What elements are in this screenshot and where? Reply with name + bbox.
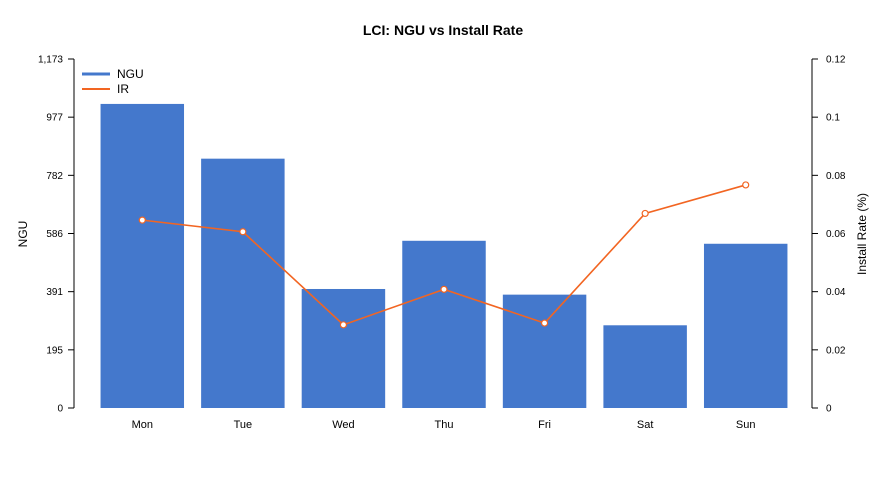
left-tick-label: 586 — [46, 229, 63, 240]
ir-point-sat — [641, 209, 649, 218]
left-tick-label: 391 — [46, 287, 63, 298]
bar-sun — [703, 243, 788, 408]
left-tick-label: 782 — [46, 171, 63, 182]
right-tick-label: 0.12 — [826, 55, 846, 66]
y2-axis-label: Install Rate (%) — [855, 193, 869, 275]
legend: NGU IR — [82, 67, 144, 96]
right-tick-label: 0.1 — [826, 113, 840, 124]
bar-mon — [100, 103, 185, 408]
legend-label-ir: IR — [117, 82, 129, 96]
x-tick-label: Sat — [637, 419, 654, 431]
x-tick-label: Tue — [234, 419, 253, 431]
y-axis-label: NGU — [16, 221, 30, 248]
x-tick-label: Mon — [132, 419, 153, 431]
right-tick-label: 0.02 — [826, 345, 846, 356]
bar-wed — [301, 288, 386, 408]
right-tick-label: 0.04 — [826, 287, 846, 298]
ir-point-fri — [540, 319, 549, 327]
x-tick-label: Fri — [538, 419, 551, 431]
ir-point-wed — [339, 321, 348, 329]
chart-title: LCI: NGU vs Install Rate — [363, 22, 523, 38]
left-tick-label: 977 — [46, 113, 63, 124]
left-tick-label: 1,173 — [38, 55, 63, 66]
left-tick-label: 195 — [46, 345, 63, 356]
ir-point-thu — [440, 285, 448, 293]
x-tick-label: Wed — [332, 419, 354, 431]
bars-layer — [100, 103, 788, 408]
ir-point-sun — [742, 181, 750, 189]
bar-sat — [603, 325, 687, 408]
x-tick-label: Thu — [435, 419, 454, 431]
right-axis: 0 0.02 0.04 0.06 0.08 0.1 0.12 — [811, 55, 846, 415]
x-axis: Mon Tue Wed Thu Fri Sat Sun — [132, 419, 756, 431]
right-tick-label: 0.08 — [826, 171, 846, 182]
left-axis: 0 195 391 586 782 977 1,173 — [38, 55, 75, 415]
bar-thu — [402, 240, 486, 408]
ir-point-mon — [138, 216, 146, 224]
x-tick-label: Sun — [736, 419, 756, 431]
bar-fri — [502, 294, 587, 408]
legend-label-ngu: NGU — [117, 67, 144, 81]
right-tick-label: 0.06 — [826, 229, 846, 240]
line-layer — [138, 181, 750, 329]
left-tick-label: 0 — [57, 404, 63, 415]
right-tick-label: 0 — [826, 404, 832, 415]
ir-point-tue — [239, 228, 247, 236]
bar-tue — [201, 158, 285, 408]
